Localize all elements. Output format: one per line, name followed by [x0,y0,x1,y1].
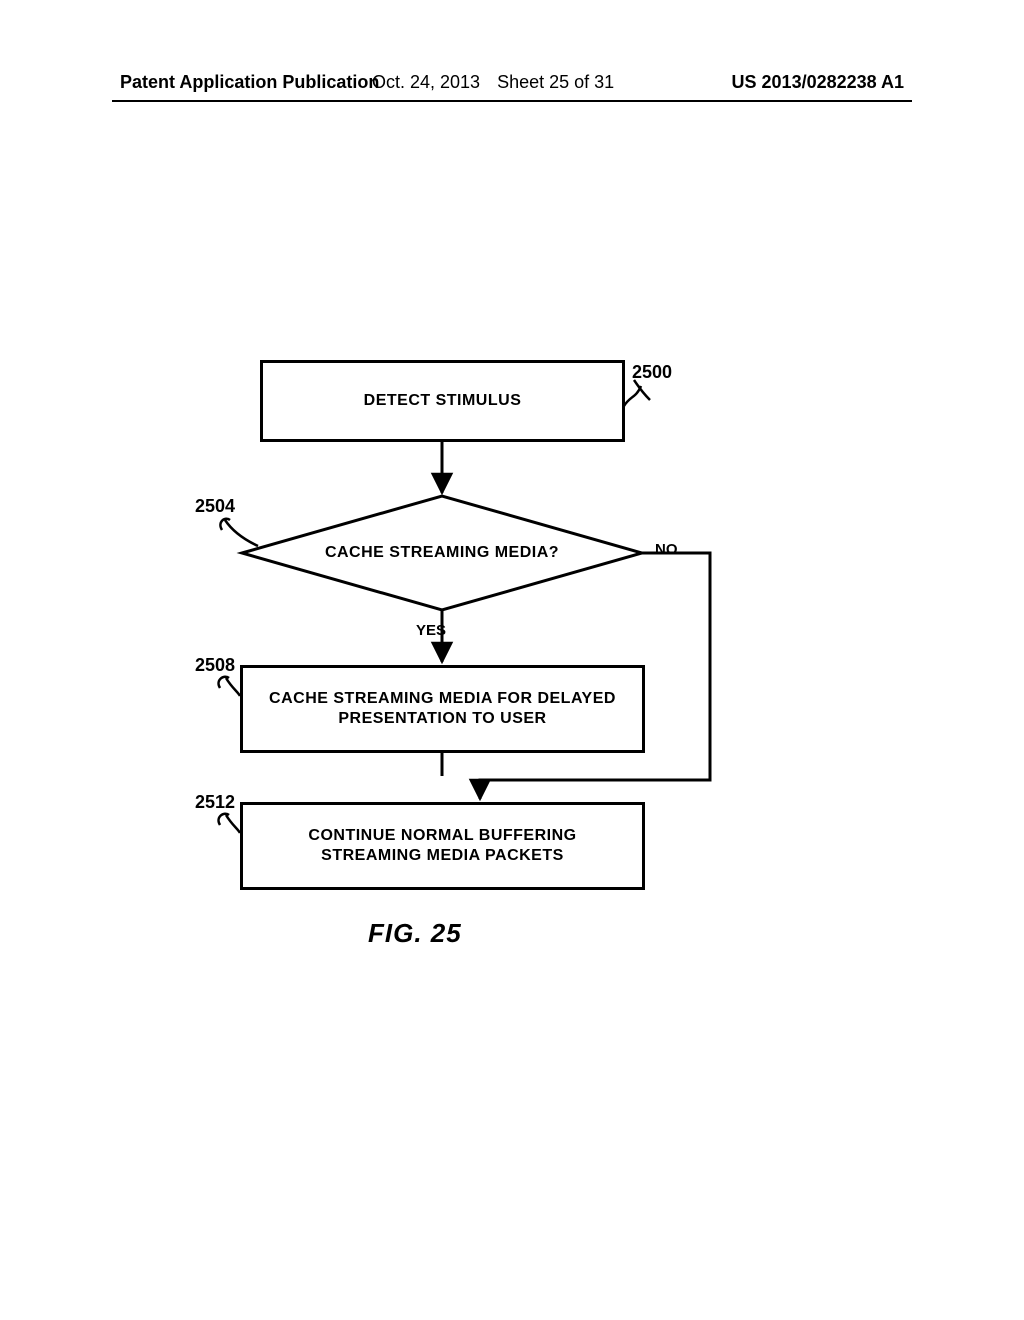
ref-number: 2500 [632,362,672,383]
flowchart-node-detect-stimulus: DETECT STIMULUS [260,360,625,442]
ref-leader [226,678,240,696]
node-label: CACHE STREAMING MEDIA FOR DELAYED PRESEN… [269,689,616,729]
ref-number: 2504 [195,496,235,517]
node-label: DETECT STIMULUS [364,391,522,411]
figure-label: FIG. 25 [368,918,462,949]
ref-leader [634,380,650,400]
flowchart-node-cache-question: CACHE STREAMING MEDIA? [242,520,642,586]
ref-leader [624,386,641,406]
edge-label-yes: YES [416,622,446,639]
node-label: CONTINUE NORMAL BUFFERING STREAMING MEDI… [308,826,576,866]
flowchart-canvas: DETECT STIMULUS CACHE STREAMING MEDIA? C… [0,0,1024,1320]
flowchart-svg [0,0,1024,1320]
ref-number: 2508 [195,655,235,676]
flowchart-node-cache-delayed: CACHE STREAMING MEDIA FOR DELAYED PRESEN… [240,665,645,753]
node-label: CACHE STREAMING MEDIA? [325,544,559,562]
flowchart-node-continue-buffering: CONTINUE NORMAL BUFFERING STREAMING MEDI… [240,802,645,890]
edge-label-no: NO [655,541,678,558]
ref-number: 2512 [195,792,235,813]
ref-leader [226,815,240,833]
